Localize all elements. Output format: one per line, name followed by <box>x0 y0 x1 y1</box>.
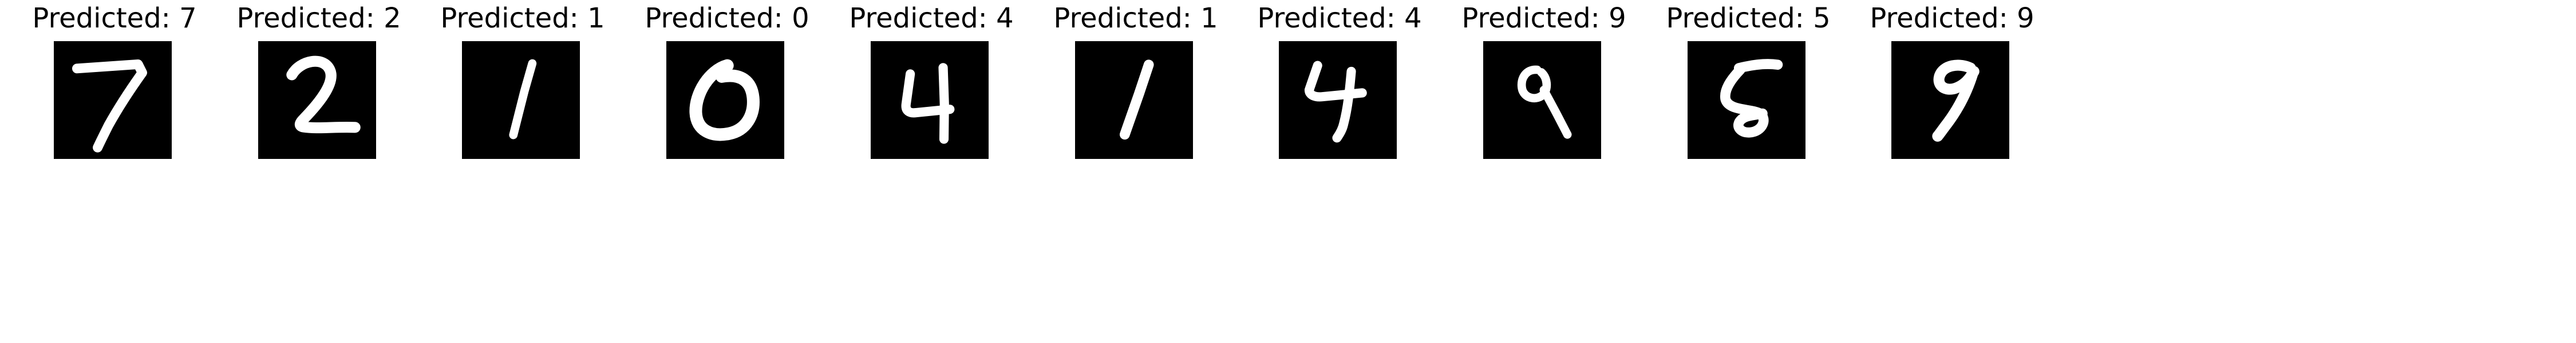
prediction-panel: Predicted: 4 <box>817 0 1046 166</box>
digit-image <box>666 41 784 159</box>
digit-image <box>462 41 580 159</box>
prediction-title: Predicted: 9 <box>1461 2 1626 34</box>
digit-image <box>1688 41 1805 159</box>
prediction-panel: Predicted: 2 <box>204 0 433 166</box>
prediction-title: Predicted: 1 <box>1053 2 1218 34</box>
digit-one-icon <box>1075 41 1193 159</box>
prediction-panel: Predicted: 9 <box>1429 0 1658 166</box>
digit-image <box>1075 41 1193 159</box>
prediction-panel: Predicted: 9 <box>1838 0 2067 166</box>
digit-nine-icon <box>1891 41 2009 159</box>
digit-image <box>258 41 376 159</box>
prediction-panel: Predicted: 5 <box>1634 0 1863 166</box>
digit-image <box>1891 41 2009 159</box>
digit-two-icon <box>258 41 376 159</box>
digit-four-icon <box>871 41 989 159</box>
prediction-panel: Predicted: 0 <box>613 0 841 166</box>
digit-image <box>54 41 172 159</box>
prediction-title: Predicted: 1 <box>440 2 605 34</box>
prediction-title: Predicted: 4 <box>849 2 1014 34</box>
prediction-title: Predicted: 0 <box>645 2 809 34</box>
digit-image <box>1483 41 1601 159</box>
prediction-title: Predicted: 9 <box>1870 2 2034 34</box>
digit-nine-icon <box>1483 41 1601 159</box>
digit-one-icon <box>462 41 580 159</box>
prediction-title: Predicted: 4 <box>1257 2 1422 34</box>
prediction-panel: Predicted: 7 <box>0 0 229 166</box>
digit-five-icon <box>1688 41 1805 159</box>
prediction-title: Predicted: 2 <box>236 2 401 34</box>
digit-image <box>871 41 989 159</box>
prediction-panel: Predicted: 1 <box>1021 0 1250 166</box>
digit-image <box>1279 41 1397 159</box>
prediction-panel: Predicted: 4 <box>1225 0 1454 166</box>
prediction-title: Predicted: 5 <box>1666 2 1831 34</box>
digit-seven-icon <box>54 41 172 159</box>
digit-four-icon <box>1279 41 1397 159</box>
prediction-panel: Predicted: 1 <box>408 0 637 166</box>
prediction-title: Predicted: 7 <box>32 2 197 34</box>
digit-zero-icon <box>666 41 784 159</box>
